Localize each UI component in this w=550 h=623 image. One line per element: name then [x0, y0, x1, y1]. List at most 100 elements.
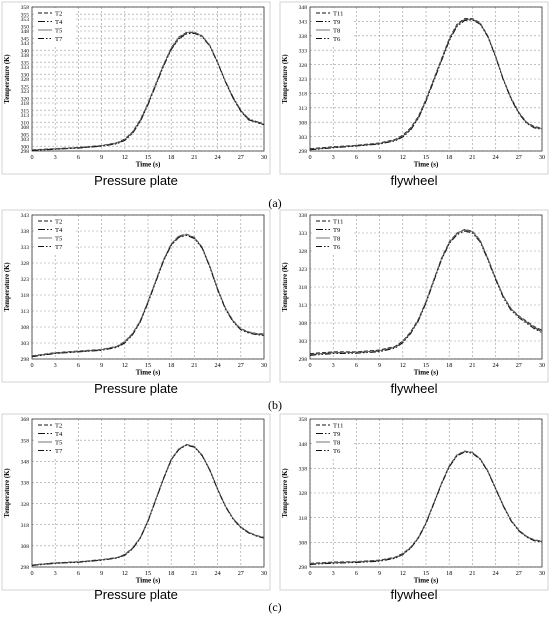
x-tick-label: 27 [516, 570, 522, 577]
x-tick-label: 21 [469, 570, 475, 577]
legend-label: T7 [55, 448, 63, 455]
x-tick-label: 6 [77, 570, 80, 577]
y-tick-label: 348 [21, 29, 30, 35]
x-tick-label: 15 [423, 570, 429, 577]
y-tick-label: 318 [299, 516, 308, 522]
x-axis-label: Time (s) [414, 369, 439, 377]
y-tick-label: 338 [21, 481, 30, 487]
y-tick-label: 368 [21, 417, 30, 423]
x-tick-label: 30 [539, 570, 545, 577]
y-tick-label: 305 [21, 132, 30, 138]
y-axis-label: Temperature (K) [4, 468, 11, 517]
series-line-T5 [31, 444, 265, 566]
x-axis-label: Time (s) [136, 161, 161, 169]
y-tick-label: 358 [299, 417, 308, 423]
y-tick-label: 300 [21, 144, 30, 150]
x-tick-label: 6 [77, 362, 80, 369]
x-tick-label: 0 [308, 154, 311, 161]
y-tick-label: 303 [21, 137, 30, 143]
y-tick-label: 328 [21, 261, 30, 267]
y-tick-label: 298 [299, 565, 308, 571]
y-tick-label: 313 [21, 113, 30, 119]
y-axis-label: Temperature (K) [282, 54, 289, 103]
series-line-T7 [31, 235, 265, 358]
chart-c-flywheel: 298 308 318 328 338 348 358 0 3 6 9 12 15 18 21 24 27 30 T… [279, 413, 549, 602]
y-tick-label: 318 [299, 92, 308, 98]
x-tick-label: 30 [261, 362, 267, 369]
y-tick-label: 338 [299, 467, 308, 473]
x-tick-label: 12 [122, 154, 128, 161]
series-line-T5 [31, 32, 265, 151]
x-tick-label: 24 [493, 570, 499, 577]
x-tick-label: 24 [215, 154, 221, 161]
x-tick-label: 21 [191, 154, 197, 161]
chart-b-flywheel: 298 303 308 313 318 323 328 333 338 0 3 6 9 12 15 18 21 2… [279, 209, 549, 396]
x-tick-label: 3 [332, 154, 335, 161]
series-line-T8 [309, 229, 543, 355]
x-tick-label: 18 [168, 362, 174, 369]
y-tick-label: 328 [299, 63, 308, 69]
y-tick-label: 298 [21, 565, 30, 571]
x-tick-label: 9 [378, 570, 381, 577]
legend-label: T8 [333, 27, 341, 34]
y-tick-label: 303 [299, 339, 308, 345]
x-tick-label: 9 [100, 154, 103, 161]
y-tick-label: 308 [299, 321, 308, 327]
x-axis-label: Time (s) [414, 577, 439, 585]
x-tick-label: 27 [238, 154, 244, 161]
x-tick-label: 12 [400, 362, 406, 369]
x-tick-label: 18 [446, 154, 452, 161]
y-tick-label: 343 [21, 41, 30, 47]
y-tick-label: 330 [21, 72, 30, 78]
x-tick-label: 24 [493, 362, 499, 369]
plot-area [31, 6, 265, 152]
y-tick-label: 303 [299, 135, 308, 141]
y-tick-label: 328 [299, 249, 308, 255]
y-tick-label: 308 [299, 120, 308, 126]
y-tick-label: 328 [21, 502, 30, 508]
y-tick-label: 328 [21, 77, 30, 83]
x-tick-label: 18 [446, 362, 452, 369]
legend-label: T5 [55, 27, 63, 34]
x-tick-label: 18 [446, 570, 452, 577]
y-tick-label: 348 [299, 442, 308, 448]
y-tick-label: 318 [21, 523, 30, 529]
y-tick-label: 315 [21, 108, 30, 114]
series-line-T6 [309, 19, 543, 151]
legend-label: T6 [333, 448, 341, 455]
y-tick-label: 318 [299, 285, 308, 291]
y-tick-label: 323 [21, 277, 30, 283]
x-tick-label: 30 [539, 154, 545, 161]
y-tick-label: 355 [21, 12, 30, 18]
y-tick-label: 358 [21, 438, 30, 444]
x-tick-label: 27 [238, 362, 244, 369]
y-tick-label: 310 [21, 120, 30, 126]
legend-label: T4 [55, 431, 63, 438]
y-tick-label: 298 [21, 357, 30, 363]
y-tick-label: 345 [21, 36, 30, 42]
legend-label: T5 [55, 439, 63, 446]
legend-label: T9 [333, 431, 341, 438]
x-tick-label: 15 [145, 362, 151, 369]
series-line-T6 [309, 230, 543, 356]
panel-frame [279, 413, 549, 591]
x-tick-label: 27 [238, 570, 244, 577]
panel-frame [279, 1, 549, 175]
row-label-a: (a) [268, 196, 282, 210]
x-axis-label: Time (s) [136, 369, 161, 377]
x-tick-label: 12 [122, 362, 128, 369]
y-axis-label: Temperature (K) [4, 262, 11, 311]
x-tick-label: 30 [539, 362, 545, 369]
y-tick-label: 328 [299, 491, 308, 497]
y-tick-label: 343 [21, 213, 30, 219]
y-tick-label: 325 [21, 84, 30, 90]
legend-label: T7 [55, 36, 63, 43]
x-tick-label: 21 [191, 570, 197, 577]
y-tick-label: 303 [21, 341, 30, 347]
legend-label: T5 [55, 235, 63, 242]
panel-caption: flywheel [391, 173, 438, 188]
legend-label: T11 [333, 10, 343, 17]
x-tick-label: 15 [145, 154, 151, 161]
series-line-T7 [31, 32, 265, 151]
